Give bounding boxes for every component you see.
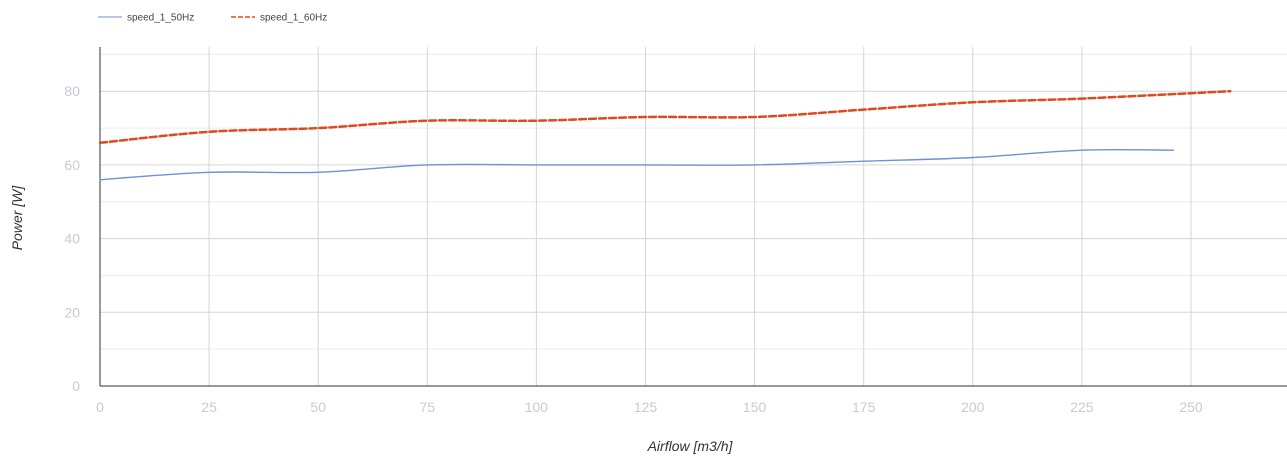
series-2-point bbox=[207, 130, 211, 134]
x-tick-label: 50 bbox=[310, 399, 326, 415]
x-tick-label: 175 bbox=[852, 399, 876, 415]
series-1-point bbox=[98, 178, 102, 182]
legend-label: speed_1_50Hz bbox=[127, 13, 194, 24]
series-1-point bbox=[753, 163, 757, 167]
legend-entry-1: speed_1_50Hz bbox=[98, 13, 194, 24]
series-1-point bbox=[534, 163, 538, 167]
x-tick-label: 125 bbox=[634, 399, 658, 415]
y-axis-title: Power [W] bbox=[9, 185, 25, 251]
series-layer bbox=[98, 89, 1232, 181]
series-2-point bbox=[971, 100, 975, 104]
y-tick-label: 60 bbox=[64, 157, 80, 173]
series-2-point bbox=[644, 115, 648, 119]
x-tick-label: 250 bbox=[1179, 399, 1203, 415]
y-tick-label: 0 bbox=[72, 378, 80, 394]
legend-entry-2: speed_1_60Hz bbox=[231, 13, 327, 24]
x-tick-label: 75 bbox=[420, 399, 436, 415]
series-2-point bbox=[1228, 89, 1232, 93]
series-1-line bbox=[99, 148, 1175, 181]
legend-label: speed_1_60Hz bbox=[260, 13, 327, 24]
series-1-point bbox=[971, 156, 975, 160]
y-tick-label: 40 bbox=[64, 231, 80, 247]
series-1-point bbox=[316, 170, 320, 174]
legend: speed_1_50Hz speed_1_60Hz bbox=[98, 13, 327, 24]
series-1-point bbox=[425, 163, 429, 167]
x-axis-title: Airflow [m3/h] bbox=[647, 438, 734, 454]
series-2-point bbox=[1080, 97, 1084, 101]
series-2-point bbox=[316, 126, 320, 130]
y-tick-label: 20 bbox=[64, 304, 80, 320]
x-tick-label: 225 bbox=[1070, 399, 1094, 415]
x-tick-label: 25 bbox=[201, 399, 217, 415]
x-tick-label: 0 bbox=[96, 399, 104, 415]
series-2-point bbox=[534, 119, 538, 123]
x-tick-label: 200 bbox=[961, 399, 985, 415]
x-tick-label: 100 bbox=[525, 399, 549, 415]
series-1-point bbox=[1080, 148, 1084, 152]
series-2-point bbox=[98, 141, 102, 145]
series-2-point bbox=[862, 108, 866, 112]
series-2-point bbox=[425, 119, 429, 123]
axes: 0 20 40 60 80 0 25 50 75 100 125 150 175 200 225 250 bbox=[64, 47, 1287, 415]
y-tick-label: 80 bbox=[64, 83, 80, 99]
x-tick-label: 150 bbox=[743, 399, 767, 415]
series-1-point bbox=[644, 163, 648, 167]
series-1-point bbox=[1172, 148, 1176, 152]
series-2-line bbox=[98, 89, 1232, 145]
series-2-point bbox=[753, 115, 757, 119]
series-1-point bbox=[862, 159, 866, 163]
series-1-point bbox=[207, 170, 211, 174]
